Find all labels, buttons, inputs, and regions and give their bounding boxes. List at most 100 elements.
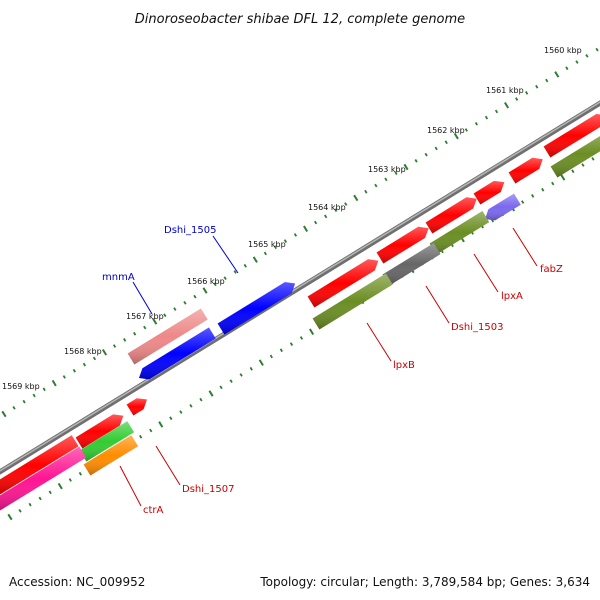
ruler-minor-tick (143, 325, 147, 330)
ruler-minor-tick (82, 362, 86, 367)
ruler-minor-tick (494, 109, 499, 114)
red-feature-4[interactable] (425, 197, 477, 234)
ruler-minor-tick (545, 78, 549, 83)
gene-label-ctra: ctrA (143, 505, 164, 516)
ruler-major-tick (202, 287, 208, 294)
ruler-minor-tick (344, 202, 348, 206)
genome-summary-text: Topology: circular; Length: 3,789,584 bp… (259, 575, 590, 589)
red-feature-3[interactable] (473, 180, 505, 205)
ruler-minor-tick (179, 410, 183, 414)
fabz-feature[interactable] (485, 193, 521, 221)
leader-line (425, 285, 450, 324)
ruler-minor-tick (18, 509, 22, 513)
tick-label: 1566 kbp (187, 277, 225, 286)
blue-reverse-feature[interactable] (139, 327, 216, 380)
ruler-minor-tick (293, 233, 298, 237)
ruler-minor-tick (585, 54, 589, 58)
ruler-minor-tick (299, 336, 304, 340)
ruler-minor-tick (269, 354, 273, 359)
ruler-minor-tick (199, 397, 203, 402)
red-feature-8[interactable] (75, 414, 124, 449)
ruler-minor-tick (213, 282, 217, 287)
red-feature-6[interactable] (307, 259, 379, 308)
ruler-major-tick (560, 174, 566, 181)
ruler-minor-tick (169, 416, 173, 421)
ruler-minor-tick (525, 91, 529, 95)
ruler-minor-tick (273, 245, 277, 250)
ruler-major-tick (7, 513, 13, 521)
tick-label: 1568 kbp (64, 347, 102, 356)
leader-line (473, 253, 499, 293)
ruler-major-tick (252, 256, 258, 263)
ruler-minor-tick (374, 183, 378, 188)
ruler-major-tick (101, 348, 108, 356)
ruler-minor-tick (149, 428, 153, 433)
red-feature-1[interactable] (543, 114, 600, 158)
outer-ruler (1, 47, 599, 418)
ruler-minor-tick (263, 251, 267, 256)
ruler-minor-tick (223, 276, 227, 280)
dshi-1505-feature[interactable] (217, 282, 296, 335)
ruler-minor-tick (92, 356, 97, 361)
ruler-minor-tick (48, 490, 52, 495)
ruler-minor-tick (139, 434, 143, 439)
gene-label-dshi-1507: Dshi_1507 (182, 484, 234, 495)
dshi-1503-feature[interactable] (382, 243, 441, 286)
lpxa-feature[interactable] (429, 211, 490, 255)
ruler-minor-tick (283, 239, 288, 243)
ruler-minor-tick (12, 406, 16, 410)
gene-label-dshi-1503: Dshi_1503 (451, 322, 503, 333)
ruler-minor-tick (364, 189, 368, 194)
leader-line (212, 235, 239, 274)
tick-label: 1569 kbp (2, 382, 40, 391)
gene-label-lpxb: lpxB (393, 360, 415, 371)
ruler-minor-tick (434, 146, 438, 151)
red-feature-7[interactable] (126, 398, 147, 416)
ruler-major-tick (554, 71, 560, 78)
dshi-1507-feature[interactable] (79, 421, 135, 462)
ruler-minor-tick (531, 194, 535, 198)
ruler-minor-tick (551, 181, 555, 186)
tick-label: 1565 kbp (248, 240, 286, 249)
ruler-minor-tick (163, 313, 167, 318)
ruler-minor-tick (324, 214, 328, 219)
ruler-minor-tick (289, 342, 294, 346)
ruler-minor-tick (42, 387, 46, 392)
red-feature-5[interactable] (376, 226, 429, 264)
ruler-minor-tick (565, 66, 569, 71)
ruler-minor-tick (112, 344, 117, 348)
ruler-minor-tick (521, 200, 525, 204)
leader-line (366, 322, 392, 362)
ruler-major-tick (403, 163, 409, 171)
mnma-feature[interactable] (127, 308, 208, 365)
lpxb-feature[interactable] (312, 273, 393, 330)
ruler-major-tick (353, 194, 359, 202)
ruler-minor-tick (279, 348, 283, 353)
ruler-minor-tick (414, 159, 418, 163)
ruler-minor-tick (249, 366, 253, 371)
ruler-major-tick (152, 318, 158, 325)
ruler-minor-tick (591, 157, 595, 161)
tick-label: 1562 kbp (427, 126, 465, 135)
red-feature-2[interactable] (508, 157, 543, 184)
ruler-major-tick (51, 379, 57, 387)
gene-label-mnma: mnmA (102, 272, 135, 283)
ruler-minor-tick (229, 379, 233, 383)
ruler-minor-tick (581, 163, 585, 167)
tick-label: 1563 kbp (368, 165, 406, 174)
reverse-olive-feature-1[interactable] (550, 130, 600, 178)
ruler-minor-tick (541, 187, 545, 192)
gene-labels: Dshi_1505 mnmA fabZ lpxA Dshi_1503 lpxB … (102, 225, 563, 516)
gene-label-dshi-1505: Dshi_1505 (164, 225, 216, 236)
magenta-feature[interactable] (0, 446, 87, 512)
ruler-minor-tick (32, 393, 36, 398)
ruler-minor-tick (474, 121, 478, 126)
ctra-feature[interactable] (83, 435, 139, 476)
ruler-major-tick (158, 421, 164, 428)
red-feature-9[interactable] (0, 435, 79, 495)
ruler-minor-tick (22, 399, 26, 404)
ruler-minor-tick (28, 502, 32, 507)
leader-line (119, 465, 142, 507)
ruler-minor-tick (219, 385, 223, 390)
